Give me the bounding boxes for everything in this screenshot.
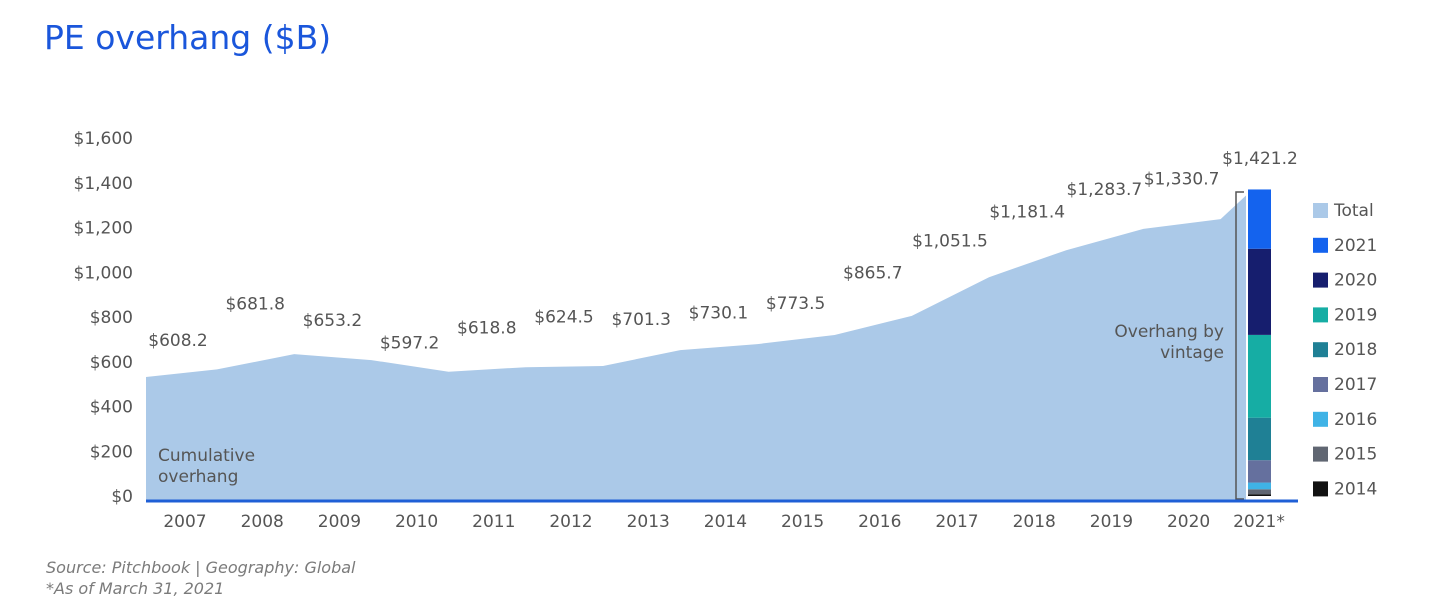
legend-label: 2020	[1334, 271, 1377, 291]
y-axis-ticks: $0 $200 $400 $600 $800 $1,000 $1,200 $1,400 $1,6…	[74, 129, 133, 507]
date-note: *As of March 31, 2021	[46, 579, 225, 598]
legend-swatch	[1313, 342, 1328, 358]
x-tick-label: 2007	[163, 512, 206, 532]
vintage-segment-2020	[1248, 248, 1271, 335]
data-label: $597.2	[380, 333, 439, 353]
source-note: Source: Pitchbook | Geography: Global	[46, 558, 356, 577]
vintage-segment-2015	[1248, 489, 1271, 495]
data-label: $773.5	[766, 294, 825, 314]
data-labels: $608.2 $681.8 $653.2 $597.2 $618.8 $624.5 $701…	[148, 149, 1298, 353]
x-tick-label: 2008	[241, 512, 284, 532]
area-annotation-line1: Cumulative	[158, 446, 255, 466]
y-tick-label: $600	[90, 353, 133, 373]
y-tick-label: $1,200	[74, 219, 133, 239]
legend-swatch	[1313, 272, 1328, 288]
data-label: $608.2	[148, 331, 207, 351]
vintage-segment-2016	[1248, 482, 1271, 490]
x-tick-label: 2017	[935, 512, 978, 532]
vintage-segment-2017	[1248, 460, 1271, 483]
data-label: $681.8	[225, 294, 284, 314]
vintage-segment-2021	[1248, 189, 1271, 249]
x-tick-label: 2013	[627, 512, 670, 532]
data-label: $1,421.2	[1222, 149, 1298, 169]
x-axis-ticks: 2007 2008 2009 2010 2011 2012 2013 2014 2015 2016…	[163, 512, 1285, 532]
legend-swatch	[1313, 237, 1328, 253]
data-label: $1,283.7	[1067, 180, 1143, 200]
y-tick-label: $200	[90, 442, 133, 462]
legend-label: 2018	[1334, 340, 1377, 360]
x-tick-label: 2012	[549, 512, 592, 532]
vintage-annotation-line1: Overhang by	[1114, 322, 1224, 342]
legend-swatch	[1313, 446, 1328, 462]
data-label: $730.1	[689, 304, 748, 324]
area-layer	[146, 195, 1246, 501]
data-label: $701.3	[611, 310, 670, 330]
vintage-segment-2014	[1248, 494, 1271, 496]
y-tick-label: $800	[90, 308, 133, 328]
x-tick-label: 2019	[1090, 512, 1133, 532]
y-tick-label: $0	[111, 487, 133, 507]
vintage-stack	[1248, 189, 1271, 496]
area-annotation-line2: overhang	[158, 467, 238, 487]
x-tick-label: 2009	[318, 512, 361, 532]
legend-label: 2014	[1334, 479, 1377, 499]
x-tick-label: 2015	[781, 512, 824, 532]
legend-label: 2016	[1334, 410, 1377, 430]
vintage-segment-2018	[1248, 417, 1271, 461]
legend: Total 2021 2020 2019 2018 2017 2016 2015 2014	[1313, 201, 1377, 499]
legend-swatch	[1313, 307, 1328, 323]
x-tick-label: 2010	[395, 512, 438, 532]
legend-label: 2015	[1334, 445, 1377, 465]
x-tick-label: 2014	[704, 512, 747, 532]
y-tick-label: $400	[90, 398, 133, 418]
x-tick-label: 2018	[1013, 512, 1056, 532]
vintage-annotation-line2: vintage	[1160, 343, 1224, 363]
data-label: $624.5	[534, 307, 593, 327]
y-tick-label: $1,600	[74, 129, 133, 149]
total-area	[146, 195, 1246, 501]
vintage-segment-2019	[1248, 334, 1271, 418]
data-label: $618.8	[457, 319, 516, 339]
legend-label: 2021	[1334, 236, 1377, 256]
legend-label: 2017	[1334, 375, 1377, 395]
x-tick-label: 2016	[858, 512, 901, 532]
x-tick-label: 2021*	[1233, 512, 1285, 532]
data-label: $865.7	[843, 263, 902, 283]
chart-title: PE overhang ($B)	[44, 18, 332, 57]
vintage-bracket	[1235, 191, 1244, 500]
y-tick-label: $1,400	[74, 174, 133, 194]
x-tick-label: 2011	[472, 512, 515, 532]
legend-swatch	[1313, 481, 1328, 497]
data-label: $1,330.7	[1144, 169, 1220, 189]
legend-label: 2019	[1334, 305, 1377, 325]
legend-swatch	[1313, 377, 1328, 392]
x-tick-label: 2020	[1167, 512, 1210, 532]
legend-swatch	[1313, 203, 1328, 218]
data-label: $1,181.4	[989, 203, 1065, 223]
legend-label: Total	[1333, 201, 1374, 221]
annotations: Cumulative overhang Overhang by vintage	[158, 191, 1244, 500]
legend-swatch	[1313, 411, 1328, 427]
data-label: $1,051.5	[912, 232, 988, 252]
y-tick-label: $1,000	[74, 263, 133, 283]
data-label: $653.2	[303, 311, 362, 331]
